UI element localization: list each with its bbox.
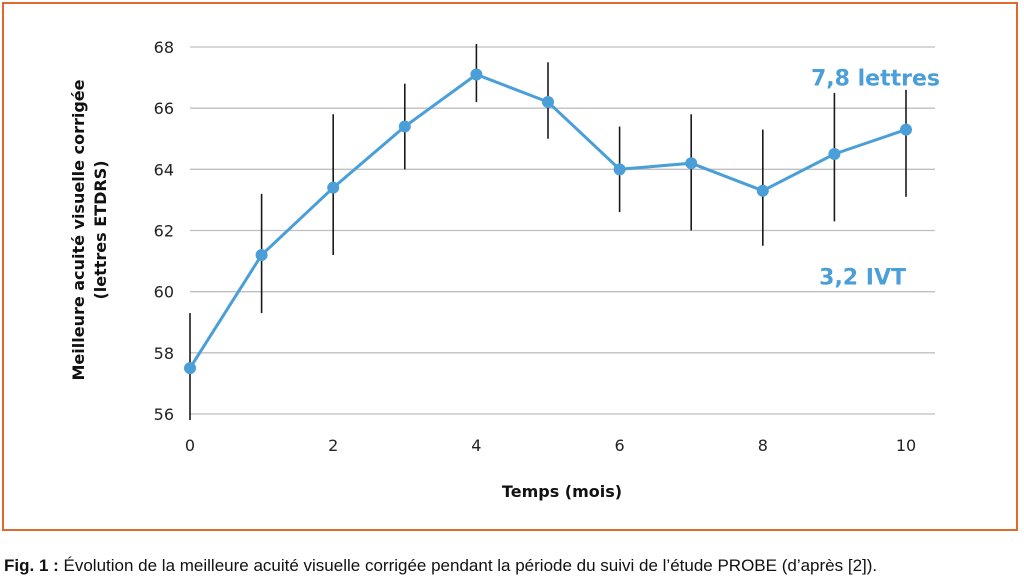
y-tick-label-56: 56 <box>154 405 174 424</box>
data-point-7 <box>685 157 698 170</box>
figure-frame <box>2 2 1018 531</box>
data-point-8 <box>756 184 769 197</box>
x-tick-label-8: 8 <box>758 436 768 455</box>
caption-text: Évolution de la meilleure acuité visuell… <box>58 556 878 575</box>
x-tick-label-6: 6 <box>615 436 625 455</box>
x-tick-label-2: 2 <box>328 436 338 455</box>
y-tick-label-66: 66 <box>154 99 174 118</box>
y-tick-label-58: 58 <box>154 344 174 363</box>
data-point-1 <box>255 248 268 261</box>
data-point-2 <box>327 181 340 194</box>
gridlines <box>190 46 935 415</box>
x-tick-label-0: 0 <box>185 436 195 455</box>
data-point-10 <box>900 123 912 136</box>
y-tick-label-68: 68 <box>154 38 174 57</box>
data-point-3 <box>398 120 411 133</box>
y-tick-label-60: 60 <box>154 283 174 302</box>
x-tick-label-4: 4 <box>471 436 481 455</box>
y-tick-label-62: 62 <box>154 222 174 241</box>
data-point-0 <box>184 362 196 375</box>
x-tick-label-10: 10 <box>896 436 916 455</box>
y-axis-title-line1: Meilleure acuité visuelle corrigée <box>69 79 88 380</box>
figure-caption: Fig. 1 : Évolution de la meilleure acuit… <box>4 556 1020 576</box>
x-axis-title: Temps (mois) <box>502 482 622 501</box>
y-tick-label-64: 64 <box>154 160 174 179</box>
data-point-9 <box>828 148 841 161</box>
caption-label: Fig. 1 : <box>4 556 59 575</box>
annotation-ivt: 3,2 IVT <box>819 265 906 290</box>
y-tick-labels: 56 58 60 62 64 66 68 <box>154 38 174 424</box>
data-point-5 <box>542 96 554 109</box>
y-axis-title-line2: (lettres ETDRS) <box>91 160 110 299</box>
data-point-4 <box>470 68 483 81</box>
annotation-letters: 7,8 lettres <box>811 67 940 92</box>
data-point-6 <box>613 163 626 176</box>
x-tick-labels: 0 2 4 6 8 10 <box>185 436 916 455</box>
data-points <box>184 68 912 375</box>
